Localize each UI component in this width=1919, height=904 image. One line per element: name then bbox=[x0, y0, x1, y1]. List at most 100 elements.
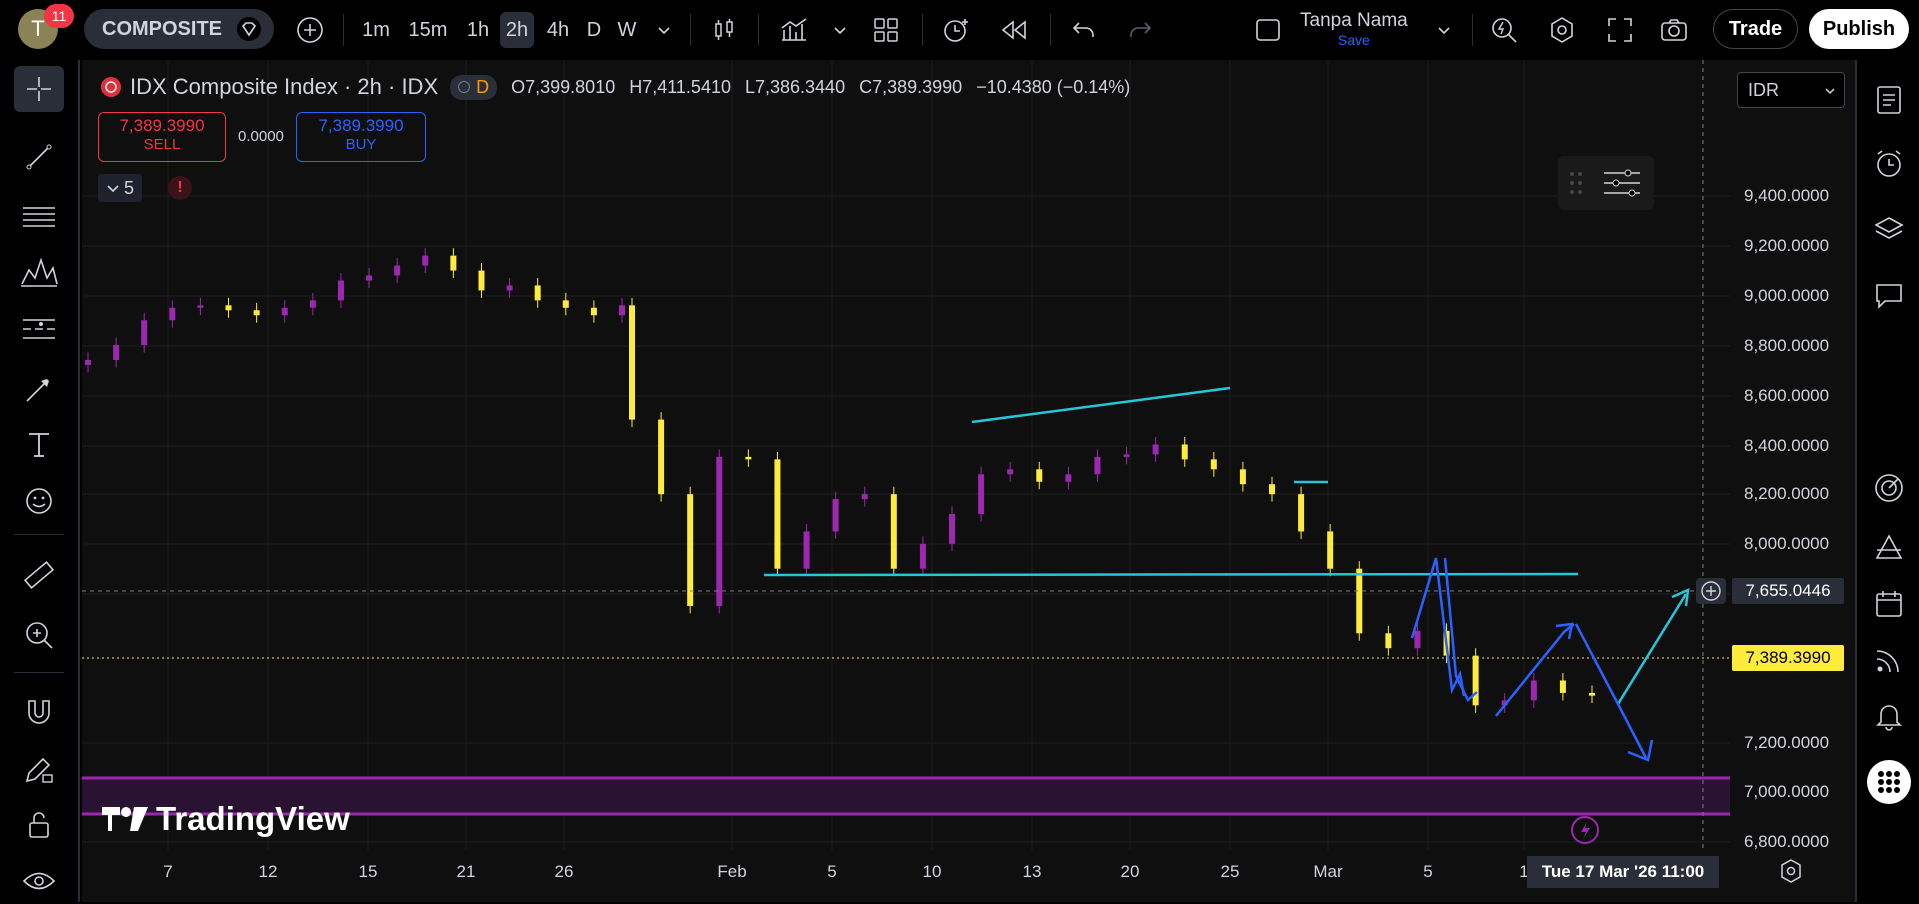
candle-body bbox=[1065, 474, 1072, 482]
interval-w[interactable]: W bbox=[617, 18, 637, 41]
lightning-icon bbox=[1581, 822, 1590, 839]
alerts-button[interactable] bbox=[1867, 142, 1911, 186]
notifications-button[interactable] bbox=[1867, 694, 1911, 738]
chevron-down-icon bbox=[1825, 88, 1835, 95]
publish-button[interactable]: Publish bbox=[1809, 9, 1909, 49]
fib-tool[interactable] bbox=[14, 194, 64, 240]
candle-body bbox=[1239, 469, 1246, 485]
price-chart[interactable] bbox=[82, 60, 1855, 902]
apps-button[interactable] bbox=[1867, 760, 1911, 804]
time-tick: 15 bbox=[358, 862, 378, 881]
redo-button[interactable] bbox=[1122, 12, 1158, 48]
brush-tool[interactable] bbox=[14, 366, 64, 412]
candle-body bbox=[197, 305, 204, 308]
interval-1m[interactable]: 1m bbox=[362, 18, 390, 41]
news-button[interactable] bbox=[1867, 638, 1911, 682]
candle-body bbox=[1181, 444, 1188, 460]
draw-mode-tool[interactable] bbox=[14, 746, 64, 792]
time-tick: 13 bbox=[1022, 862, 1042, 881]
alert-button[interactable] bbox=[938, 12, 974, 48]
watchlist-button[interactable] bbox=[1867, 78, 1911, 122]
tradingview-logo[interactable]: TradingView bbox=[100, 800, 350, 838]
ohlc-close: C7,389.3990 bbox=[859, 76, 963, 97]
hotlist-button[interactable] bbox=[1867, 526, 1911, 570]
candle-body bbox=[590, 307, 597, 316]
data-window-button[interactable] bbox=[1867, 208, 1911, 252]
chart-type-button[interactable] bbox=[706, 12, 742, 48]
square-icon bbox=[1256, 19, 1280, 41]
symbol-title[interactable]: IDX Composite Index · 2h · IDX bbox=[130, 74, 439, 99]
interval-2h[interactable]: 2h bbox=[500, 12, 534, 48]
text-tool[interactable] bbox=[14, 422, 64, 468]
replay-button[interactable] bbox=[996, 12, 1032, 48]
projection-arrow-cyan bbox=[1671, 587, 1690, 607]
layout-save-status[interactable]: Save bbox=[1337, 32, 1370, 48]
interval-15m[interactable]: 15m bbox=[408, 18, 448, 41]
layout-dropdown[interactable] bbox=[1434, 12, 1454, 48]
interval-4h[interactable]: 4h bbox=[546, 18, 570, 41]
zoom-tool[interactable] bbox=[14, 612, 64, 658]
fullscreen-button[interactable] bbox=[1602, 12, 1638, 48]
candle-body bbox=[1123, 454, 1130, 457]
eye-off-icon bbox=[458, 81, 471, 93]
lightning-badge bbox=[1571, 816, 1599, 844]
divider bbox=[1472, 14, 1473, 46]
divider bbox=[690, 14, 691, 46]
trade-button[interactable]: Trade bbox=[1713, 9, 1798, 49]
candle-body bbox=[478, 270, 485, 291]
indicators-collapse-button[interactable]: 5 bbox=[98, 174, 142, 202]
add-alert-button[interactable] bbox=[1696, 578, 1726, 604]
candle-body bbox=[225, 305, 232, 311]
candle-body bbox=[1152, 444, 1159, 455]
floating-drawing-toolbar[interactable] bbox=[1558, 156, 1654, 210]
trendline-tool[interactable] bbox=[14, 134, 64, 180]
indicators-dropdown[interactable] bbox=[830, 12, 850, 48]
ideas-button[interactable] bbox=[1867, 466, 1911, 510]
snapshot-button[interactable] bbox=[1656, 12, 1692, 48]
calendar-button[interactable] bbox=[1867, 582, 1911, 626]
crosshair-tool[interactable] bbox=[14, 66, 64, 112]
price-tick: 9,000.0000 bbox=[1744, 286, 1830, 305]
prediction-tool[interactable] bbox=[14, 306, 64, 352]
magnet-tool[interactable] bbox=[14, 690, 64, 736]
indicators-count: 5 bbox=[123, 177, 134, 198]
undo-button[interactable] bbox=[1066, 12, 1102, 48]
top-toolbar: T 11 COMPOSITE 1m 15m 1h 2h 4h D W bbox=[0, 0, 1919, 60]
measure-tool[interactable] bbox=[14, 552, 64, 598]
emoji-tool[interactable] bbox=[14, 478, 64, 524]
buy-button[interactable]: 7,389.3990 BUY bbox=[296, 112, 426, 162]
interval-d[interactable]: D bbox=[586, 18, 602, 41]
indicators-button[interactable] bbox=[774, 12, 814, 48]
layout-select-button[interactable] bbox=[1250, 12, 1286, 48]
warning-icon[interactable]: ! bbox=[168, 176, 192, 200]
settings-button[interactable] bbox=[1544, 12, 1580, 48]
chart-pane[interactable]: IDX Composite Index · 2h · IDX D O7,399.… bbox=[82, 60, 1855, 902]
camera-icon bbox=[1661, 19, 1687, 41]
candle-body bbox=[1210, 459, 1217, 470]
sell-price: 7,389.3990 bbox=[119, 116, 205, 135]
data-delay-pill[interactable]: D bbox=[450, 74, 498, 100]
candle-body bbox=[658, 419, 665, 495]
delay-flag: D bbox=[476, 76, 490, 97]
sell-button[interactable]: 7,389.3990 SELL bbox=[98, 112, 226, 162]
visibility-tool[interactable] bbox=[14, 858, 64, 904]
smiley-icon bbox=[26, 488, 52, 514]
add-symbol-button[interactable] bbox=[292, 12, 328, 48]
calendar-icon bbox=[1876, 591, 1902, 617]
layout-button[interactable] bbox=[868, 12, 904, 48]
currency-select[interactable]: IDR bbox=[1737, 72, 1845, 108]
price-tick: 8,400.0000 bbox=[1744, 436, 1830, 455]
axis-settings-icon[interactable] bbox=[1778, 858, 1804, 884]
interval-1h[interactable]: 1h bbox=[466, 18, 490, 41]
quick-search-button[interactable] bbox=[1486, 12, 1522, 48]
symbol-search-button[interactable]: COMPOSITE bbox=[84, 9, 274, 49]
layout-name[interactable]: Tanpa Nama Save bbox=[1300, 10, 1408, 48]
pattern-tool[interactable] bbox=[14, 250, 64, 296]
interval-dropdown[interactable] bbox=[652, 12, 676, 48]
candle-body bbox=[687, 494, 694, 606]
chat-button[interactable] bbox=[1867, 274, 1911, 318]
lock-tool[interactable] bbox=[14, 802, 64, 848]
time-tick: Feb bbox=[717, 862, 747, 881]
projection-path-blue-1 bbox=[1410, 557, 1466, 697]
candle-body bbox=[1094, 456, 1101, 475]
